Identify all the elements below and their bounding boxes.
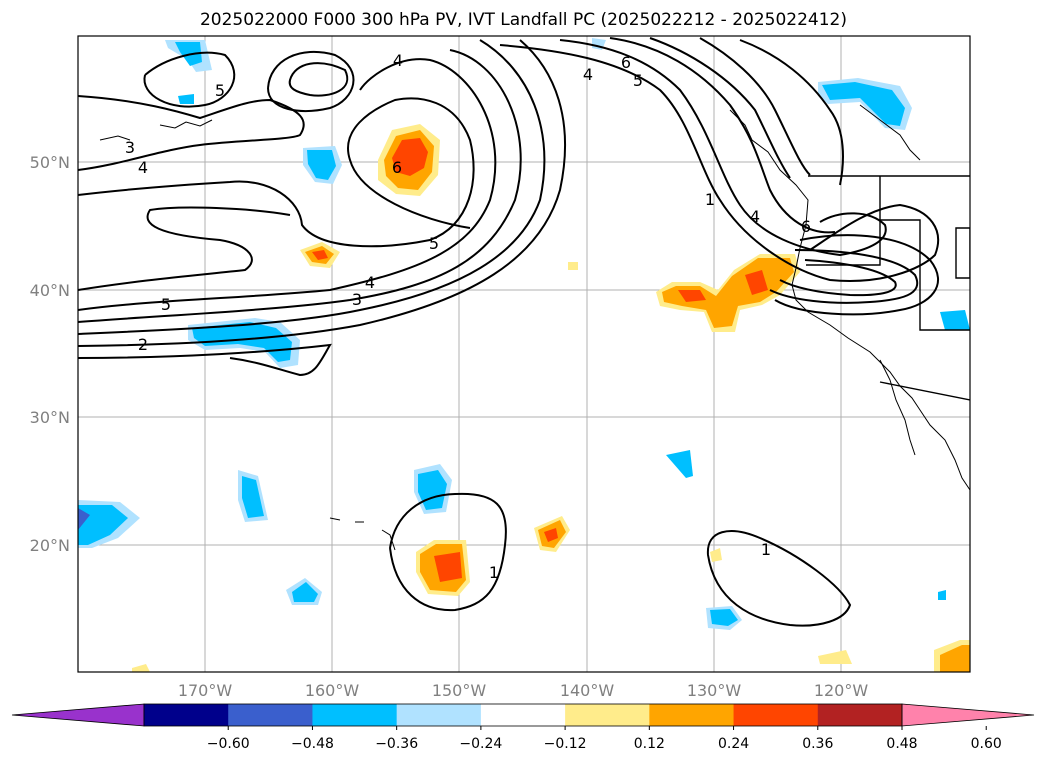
colorbar-bin <box>733 704 819 726</box>
colorbar-tick-label: 0.12 <box>634 736 665 752</box>
contour-label: 2 <box>138 335 148 354</box>
chart-title: 2025022000 F000 300 hPa PV, IVT Landfall… <box>199 10 847 30</box>
colorbar-extend-max <box>901 703 1035 727</box>
colorbar-tick-label: 0.36 <box>802 736 833 752</box>
colorbar-tick-label: 0.48 <box>886 736 917 752</box>
lat-tick-label: 20°N <box>30 536 70 555</box>
contour-label: 4 <box>138 158 148 177</box>
pv-contours <box>78 37 940 627</box>
contour-label: 3 <box>352 290 362 309</box>
lon-tick-label: 140°W <box>560 681 615 700</box>
lat-tick-label: 50°N <box>30 153 70 172</box>
contour-label: 4 <box>583 65 593 84</box>
lat-axis: 50°N 40°N 30°N 20°N <box>30 153 70 555</box>
colorbar-frame <box>143 703 903 727</box>
contour-label: 5 <box>633 71 643 90</box>
colorbar-tick-label: −0.12 <box>544 736 587 752</box>
colorbar-bin <box>396 704 482 726</box>
state-borders <box>806 175 970 401</box>
colorbar-extend-min <box>11 703 145 727</box>
colorbar-bin <box>565 704 650 726</box>
lon-tick-label: 150°W <box>432 681 487 700</box>
contour-label: 5 <box>429 234 439 253</box>
contour-label: 1 <box>489 563 499 582</box>
colorbar-bin <box>228 704 313 726</box>
lon-tick-label: 130°W <box>687 681 742 700</box>
ivt-shading <box>78 38 970 672</box>
contour-label: 4 <box>750 207 760 226</box>
colorbar-tick-label: −0.24 <box>459 736 502 752</box>
lon-tick-label: 160°W <box>305 681 360 700</box>
contour-label: 4 <box>393 51 403 70</box>
colorbar-bin <box>480 704 566 726</box>
colorbar-tick-label: −0.36 <box>375 736 418 752</box>
lon-tick-label: 120°W <box>814 681 869 700</box>
colorbar-tick-label: −0.60 <box>207 736 250 752</box>
colorbar-tick-label: 0.24 <box>718 736 749 752</box>
graticule <box>78 36 970 672</box>
lat-tick-label: 40°N <box>30 281 70 300</box>
lon-tick-label: 170°W <box>178 681 233 700</box>
contour-label: 6 <box>801 217 811 236</box>
contour-label: 4 <box>365 273 375 292</box>
colorbar-bin <box>312 704 398 726</box>
colorbar-bin <box>649 704 735 726</box>
contour-label: 6 <box>392 158 402 177</box>
map-frame <box>77 35 971 673</box>
colorbar-bin <box>144 704 229 726</box>
colorbar-tick-label: 0.60 <box>971 736 1002 752</box>
contour-labels: 3 4 5 2 5 4 3 6 5 4 6 5 4 1 4 6 1 1 <box>125 51 811 582</box>
contour-label: 3 <box>125 138 135 157</box>
colorbar: −0.60 −0.48 −0.36 −0.24 −0.12 0.12 0.24 0.36 0.4… <box>11 703 1035 752</box>
contour-label: 5 <box>161 295 171 314</box>
colorbar-bin <box>817 704 903 726</box>
contour-label: 5 <box>215 81 225 100</box>
colorbar-tick-label: −0.48 <box>291 736 334 752</box>
coastlines <box>99 104 970 551</box>
lat-tick-label: 30°N <box>30 408 70 427</box>
lon-axis: 170°W 160°W 150°W 140°W 130°W 120°W <box>178 681 869 700</box>
contour-label: 1 <box>761 540 771 559</box>
contour-label: 6 <box>621 53 631 72</box>
contour-label: 1 <box>705 190 715 209</box>
